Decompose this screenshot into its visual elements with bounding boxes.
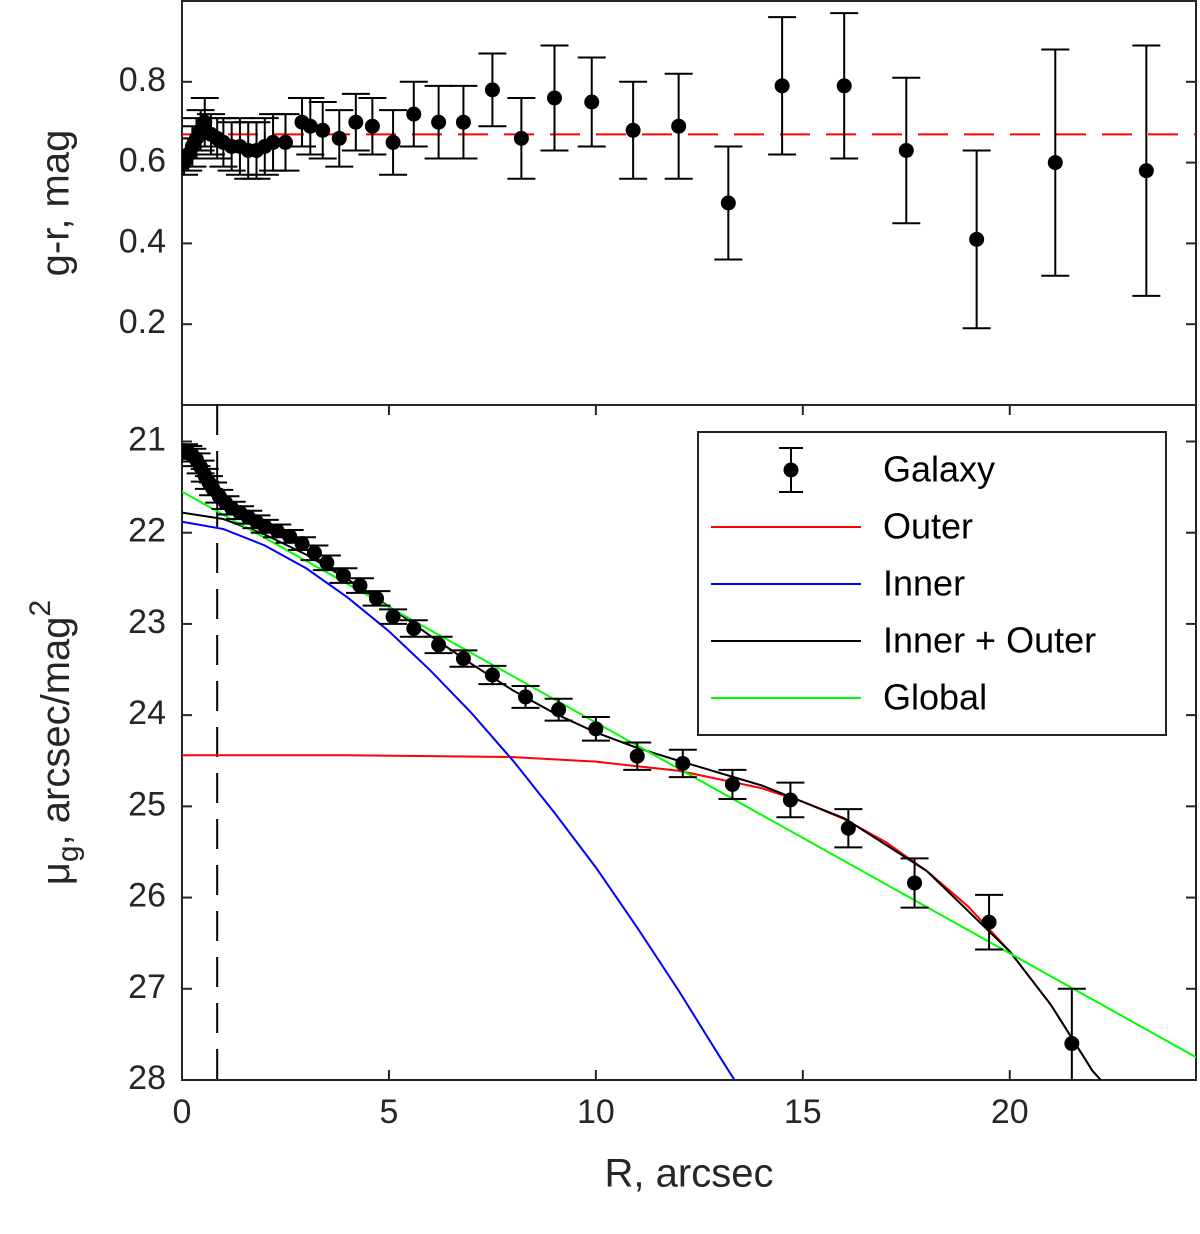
data-point [675, 755, 691, 771]
y-label-sub: g [52, 845, 85, 862]
data-point [306, 545, 322, 561]
y-tick-label: 24 [128, 694, 166, 732]
data-point [629, 748, 645, 764]
data-point [431, 637, 447, 653]
y-label-symbol: μ [34, 862, 78, 885]
data-point [277, 134, 293, 150]
data-point [348, 114, 364, 130]
data-point [331, 130, 347, 146]
data-point [513, 130, 529, 146]
data-point [319, 555, 335, 571]
data-point [782, 792, 798, 808]
y-tick-label: 0.8 [119, 61, 166, 99]
data-point [518, 689, 534, 705]
data-point [546, 90, 562, 106]
data-point [907, 875, 923, 891]
y-tick-label: 0.6 [119, 142, 166, 180]
data-point [836, 78, 852, 94]
data-point [1047, 155, 1063, 171]
legend: Galaxy Outer Inner Inner + Outer Global [697, 431, 1167, 736]
data-point [302, 118, 318, 134]
x-tick-label: 10 [577, 1093, 615, 1131]
data-point [625, 122, 641, 138]
data-point [588, 721, 604, 737]
y-tick-label: 26 [128, 877, 166, 915]
y-axis-label: g-r, mag [34, 130, 78, 277]
y-label-text: , arcsec/mag [34, 616, 78, 845]
data-point [484, 82, 500, 98]
data-point [1064, 1036, 1080, 1052]
data-point [671, 118, 687, 134]
plot-content [182, 405, 1196, 1080]
y-tick-label: 23 [128, 603, 166, 641]
panel: 0.2 0.4 0.6 0.8 g-r, mag [34, 0, 1197, 406]
data-point [455, 114, 471, 130]
data-point [551, 702, 567, 718]
data-point [265, 134, 281, 150]
data-point [406, 620, 422, 636]
data-point [724, 776, 740, 792]
data-point [315, 122, 331, 138]
data-point [840, 820, 856, 836]
data-point [369, 590, 385, 606]
fit-curve [182, 490, 1196, 1059]
data-point [455, 651, 471, 667]
data-point [385, 134, 401, 150]
data-point [1138, 163, 1154, 179]
fit-curve [182, 520, 736, 1080]
data-point [406, 106, 422, 122]
legend-label: Inner [883, 563, 965, 604]
data-point [335, 568, 351, 584]
y-tick-label: 27 [128, 968, 166, 1006]
data-point [352, 578, 368, 594]
data-point [385, 609, 401, 625]
y-tick-label: 28 [128, 1059, 166, 1097]
legend-label: Outer [883, 506, 973, 547]
y-tick-label: 21 [128, 420, 166, 458]
data-point [257, 518, 273, 534]
x-axis-label: R, arcsec [605, 1152, 774, 1196]
legend-label: Global [883, 677, 987, 718]
x-tick-label: 15 [784, 1093, 822, 1131]
data-point [774, 78, 790, 94]
data-point [294, 536, 310, 552]
plot-content [182, 12, 1196, 330]
data-point [898, 142, 914, 158]
y-tick-label: 0.4 [119, 222, 166, 260]
data-point [364, 118, 380, 134]
data-point [981, 914, 997, 930]
data-point [484, 667, 500, 683]
data-point [584, 94, 600, 110]
data-point [431, 114, 447, 130]
legend-label: Galaxy [883, 449, 995, 490]
data-point [969, 231, 985, 247]
legend-label: Inner + Outer [883, 620, 1096, 661]
data-point [720, 195, 736, 211]
y-axis-label: μg, arcsec/mag2 [24, 600, 85, 885]
y-label-sup: 2 [24, 600, 57, 617]
y-tick-label: 22 [128, 512, 166, 550]
plot-area [181, 0, 1197, 406]
y-tick-label: 25 [128, 785, 166, 823]
x-tick-label: 0 [173, 1093, 192, 1131]
y-tick-label: 0.2 [119, 303, 166, 341]
x-tick-label: 5 [379, 1093, 398, 1131]
legend-swatch [783, 462, 799, 478]
x-tick-label: 20 [991, 1093, 1029, 1131]
panel: 21 22 23 24 25 26 27 280 5 10 15 20 R, arcsec μg, arc… [24, 404, 1197, 1196]
